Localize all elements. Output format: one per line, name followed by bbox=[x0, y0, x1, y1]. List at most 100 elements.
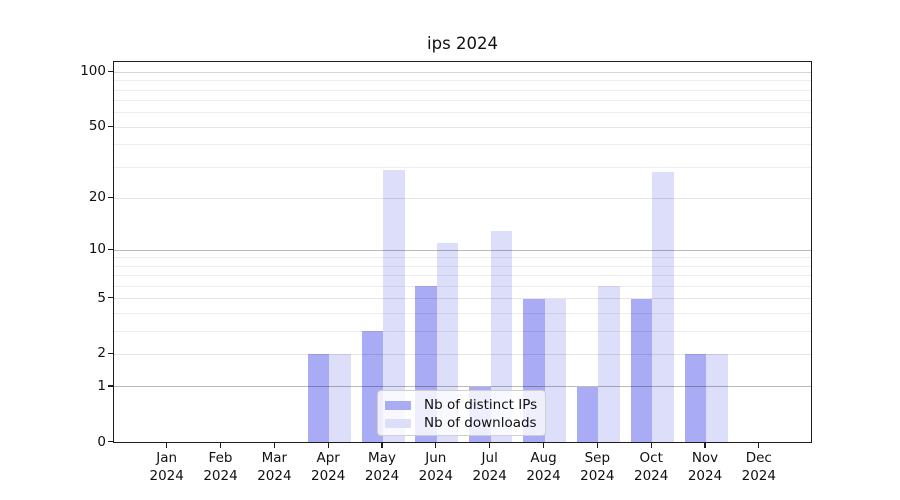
x-tick-label-oct: Oct 2024 bbox=[616, 450, 686, 485]
gridline-6 bbox=[114, 285, 811, 287]
bar-downloads-sep bbox=[598, 286, 620, 442]
gridline-10 bbox=[114, 249, 811, 251]
x-tick-year: 2024 bbox=[634, 467, 669, 484]
y-tick-label-50: 50 bbox=[88, 118, 106, 135]
x-tick-year: 2024 bbox=[149, 467, 184, 484]
y-tick-label-5: 5 bbox=[97, 289, 106, 306]
x-tick-label-jun: Jun 2024 bbox=[401, 450, 471, 485]
x-tick-month: Oct bbox=[639, 450, 663, 466]
gridline-80 bbox=[114, 89, 811, 91]
x-tick-month: Apr bbox=[316, 450, 340, 466]
y-tick-mark bbox=[108, 297, 113, 299]
y-tick-mark bbox=[108, 440, 113, 443]
bar-downloads-jul bbox=[490, 230, 513, 442]
gridline-9 bbox=[114, 257, 811, 259]
x-tick-mark bbox=[327, 443, 329, 448]
gridline-7 bbox=[114, 275, 811, 277]
bar-downloads-oct bbox=[652, 172, 674, 442]
y-tick-mark bbox=[108, 70, 113, 73]
x-tick-label-nov: Nov 2024 bbox=[670, 450, 740, 485]
x-tick-month: Nov bbox=[691, 450, 719, 466]
x-tick-label-mar: Mar 2024 bbox=[239, 450, 309, 485]
x-tick-year: 2024 bbox=[203, 467, 238, 484]
x-tick-month: May bbox=[368, 450, 396, 466]
x-tick-label-jul: Jul 2024 bbox=[455, 450, 525, 485]
gridline-40 bbox=[114, 144, 811, 146]
x-tick-month: Sep bbox=[584, 450, 611, 466]
gridline-70 bbox=[114, 100, 811, 102]
x-tick-year: 2024 bbox=[472, 467, 507, 484]
chart-title: ips 2024 bbox=[427, 34, 498, 53]
bar-distinct-ips-sep bbox=[576, 386, 599, 442]
bar-distinct-ips-oct bbox=[630, 298, 653, 442]
x-tick-mark bbox=[758, 443, 760, 448]
x-tick-mark bbox=[381, 443, 383, 448]
x-tick-label-dec: Dec 2024 bbox=[724, 450, 794, 485]
y-tick-label-100: 100 bbox=[80, 63, 106, 80]
x-tick-month: Jul bbox=[481, 450, 498, 466]
x-tick-month: Mar bbox=[261, 450, 288, 466]
x-tick-label-may: May 2024 bbox=[347, 450, 417, 485]
x-tick-label-jan: Jan 2024 bbox=[132, 450, 202, 485]
bar-downloads-apr bbox=[329, 354, 351, 442]
x-tick-month: Aug bbox=[530, 450, 557, 466]
y-tick-mark bbox=[108, 196, 113, 198]
bar-distinct-ips-apr bbox=[307, 354, 330, 442]
y-tick-mark bbox=[108, 385, 113, 387]
x-tick-mark bbox=[704, 443, 706, 448]
y-tick-label-0: 0 bbox=[97, 433, 106, 450]
bar-downloads-aug bbox=[544, 298, 566, 442]
y-tick-mark bbox=[108, 248, 113, 250]
gridline-50 bbox=[114, 126, 811, 128]
gridline-2 bbox=[114, 353, 811, 355]
y-tick-mark bbox=[108, 352, 113, 355]
legend-label-distinct-ips: Nb of distinct IPs bbox=[424, 397, 538, 413]
x-tick-mark bbox=[219, 443, 222, 448]
gridline-5 bbox=[114, 298, 811, 300]
y-tick-mark bbox=[108, 125, 113, 127]
gridline-90 bbox=[114, 80, 811, 82]
x-tick-year: 2024 bbox=[364, 467, 400, 484]
legend-swatch-distinct-ips bbox=[385, 400, 411, 410]
legend: Nb of distinct IPs Nb of downloads bbox=[377, 390, 546, 436]
gridline-100 bbox=[114, 71, 811, 73]
x-tick-mark bbox=[273, 443, 276, 448]
x-tick-month: Jun bbox=[425, 450, 447, 466]
x-tick-year: 2024 bbox=[418, 467, 453, 484]
legend-row: Nb of distinct IPs bbox=[385, 396, 537, 414]
gridline-20 bbox=[114, 197, 811, 199]
bar-distinct-ips-nov bbox=[684, 354, 706, 442]
x-tick-mark bbox=[650, 443, 652, 448]
legend-row: Nb of downloads bbox=[385, 414, 537, 432]
x-tick-year: 2024 bbox=[687, 467, 723, 484]
gridline-30 bbox=[114, 166, 811, 168]
bar-downloads-nov bbox=[706, 354, 728, 442]
legend-swatch-downloads bbox=[385, 418, 411, 428]
x-tick-month: Dec bbox=[745, 450, 772, 466]
y-tick-label-20: 20 bbox=[88, 189, 106, 206]
x-tick-mark bbox=[542, 443, 545, 448]
y-tick-label-1: 1 bbox=[97, 377, 106, 394]
x-tick-year: 2024 bbox=[580, 467, 615, 484]
plot-area bbox=[113, 60, 812, 443]
y-tick-label-2: 2 bbox=[97, 345, 106, 362]
x-tick-year: 2024 bbox=[311, 467, 346, 484]
gridline-1 bbox=[114, 386, 811, 388]
gridline-8 bbox=[114, 265, 811, 267]
gridline-4 bbox=[114, 312, 811, 314]
gridline-60 bbox=[114, 112, 811, 114]
x-tick-label-feb: Feb 2024 bbox=[186, 450, 256, 485]
x-tick-year: 2024 bbox=[741, 467, 776, 484]
x-tick-label-aug: Aug 2024 bbox=[509, 450, 579, 485]
x-tick-month: Feb bbox=[208, 450, 233, 466]
bar-downloads-may bbox=[383, 169, 405, 442]
x-tick-year: 2024 bbox=[526, 467, 561, 484]
legend-label-downloads: Nb of downloads bbox=[424, 415, 537, 431]
x-tick-month: Jan bbox=[156, 450, 178, 466]
x-tick-label-sep: Sep 2024 bbox=[562, 450, 632, 485]
x-tick-mark bbox=[596, 443, 598, 448]
x-tick-mark bbox=[166, 443, 168, 448]
x-tick-mark bbox=[489, 443, 491, 448]
y-tick-label-10: 10 bbox=[88, 241, 106, 258]
